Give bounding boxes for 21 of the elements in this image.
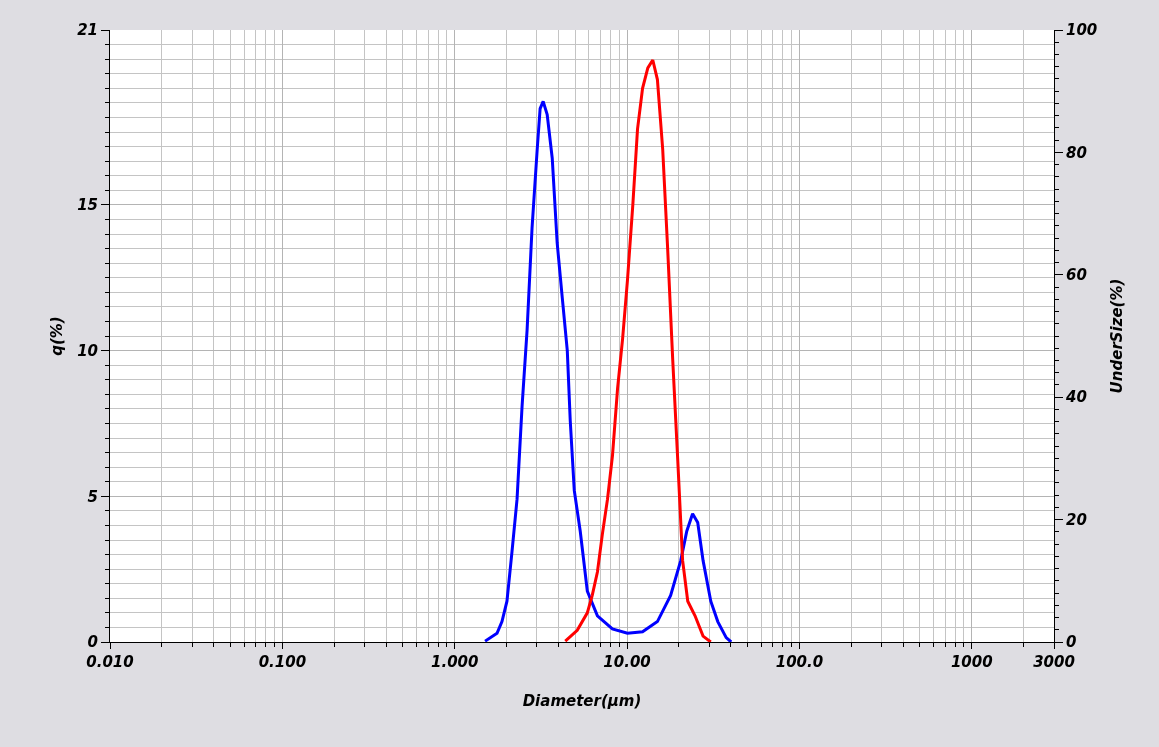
- x-axis-title: Diameter(μm): [522, 692, 642, 710]
- y-tick-label: 5: [87, 487, 98, 506]
- y2-tick-label: 0: [1066, 633, 1077, 652]
- x-tick-label: 0.010: [86, 653, 134, 671]
- y2-tick-label: 60: [1066, 266, 1087, 285]
- y-tick-label: 0: [87, 633, 98, 652]
- y-tick-label: 15: [77, 196, 98, 215]
- x-tick-label: 10.00: [603, 653, 651, 671]
- y-tick-label: 10: [77, 341, 98, 360]
- x-tick-label: 1000: [950, 653, 993, 671]
- y2-tick-label: 40: [1065, 388, 1087, 407]
- y2-tick-label: 80: [1066, 143, 1087, 162]
- x-tick-label: 1.000: [430, 653, 479, 671]
- x-tick-label: 0.100: [258, 653, 307, 671]
- y2-tick-label: 100: [1066, 21, 1098, 40]
- x-tick-label: 3000: [1033, 653, 1075, 671]
- y-axis-title: q(%): [48, 316, 67, 356]
- y2-axis-title: UnderSize(%): [1108, 278, 1127, 394]
- y-tick-label: 21: [77, 21, 98, 40]
- y2-tick-label: 20: [1066, 510, 1087, 529]
- x-tick-label: 100.0: [775, 653, 824, 671]
